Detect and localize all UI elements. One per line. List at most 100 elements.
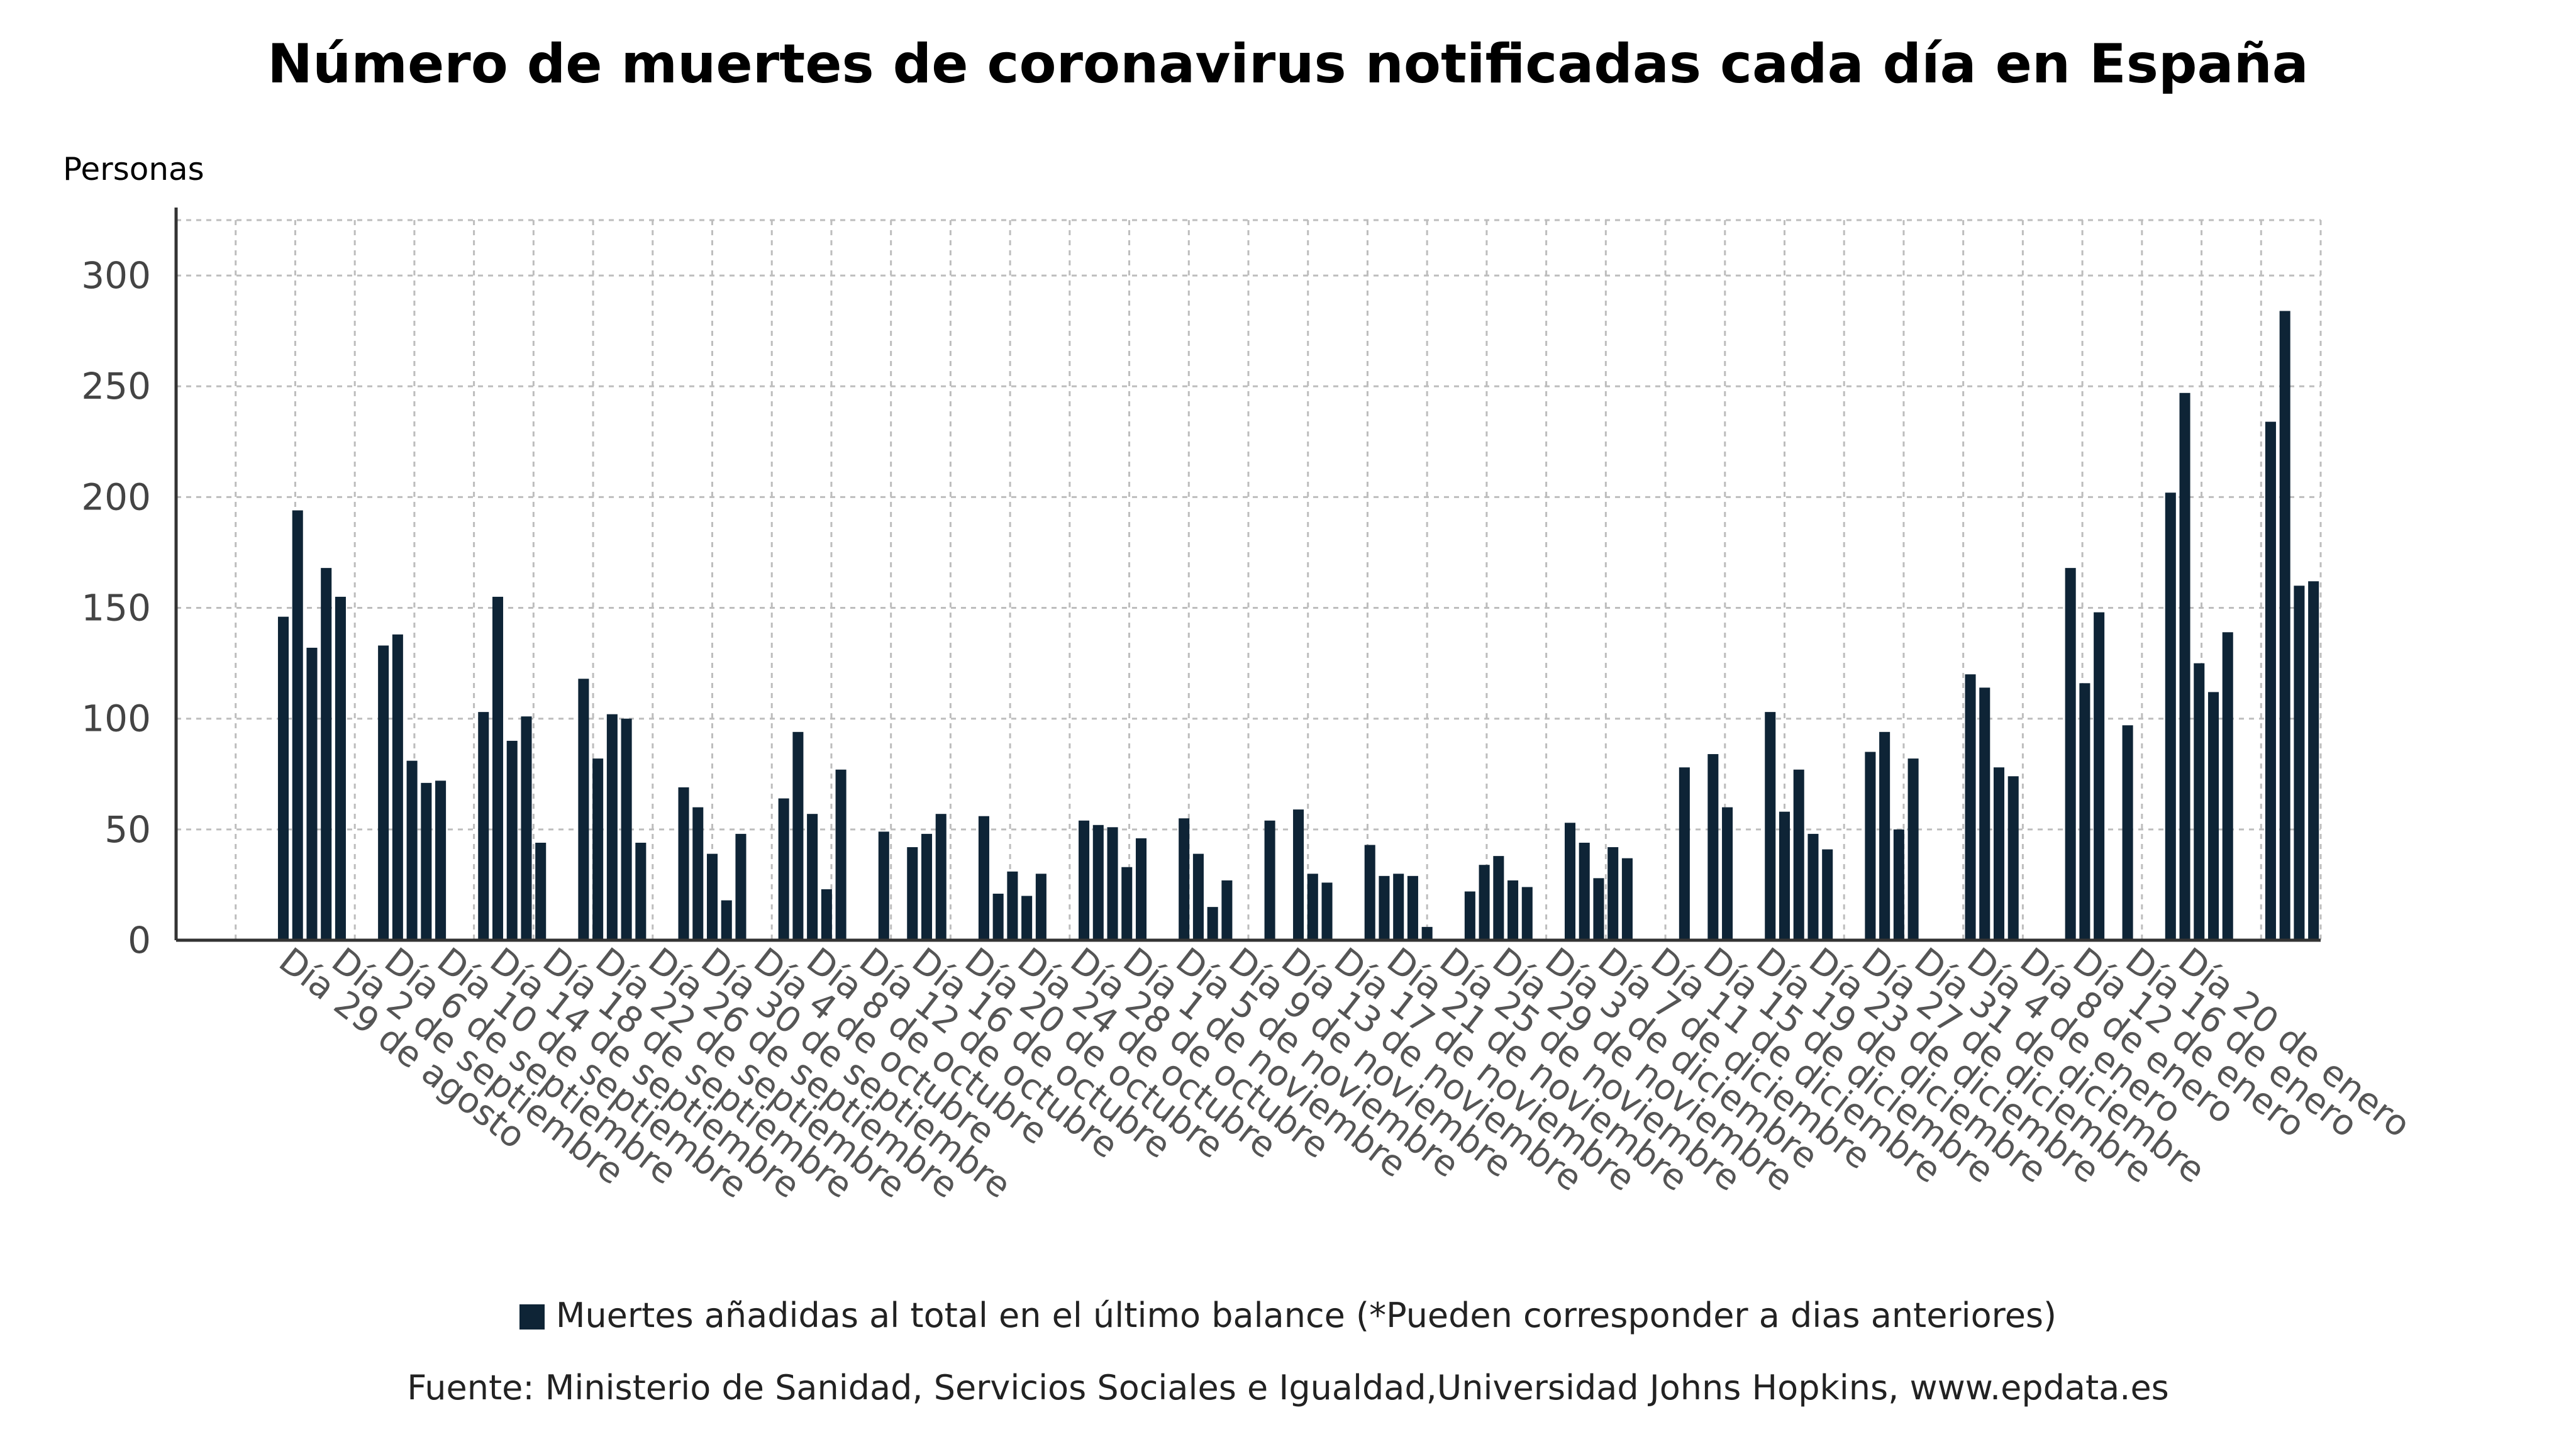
bar [1393, 874, 1404, 940]
bar [506, 740, 518, 940]
bar [692, 807, 704, 940]
bar [306, 647, 318, 940]
bar [978, 816, 989, 940]
bar [1621, 858, 1633, 940]
bar [1907, 758, 1919, 940]
bar [921, 833, 933, 940]
bar [378, 645, 389, 940]
bar [1321, 882, 1333, 940]
bar [1179, 818, 1190, 940]
bar [292, 510, 303, 940]
bar [2094, 612, 2105, 940]
bar [992, 894, 1004, 940]
bar [678, 787, 689, 940]
bar [907, 847, 918, 940]
bar [492, 596, 504, 940]
bar [606, 714, 618, 940]
bar [1593, 878, 1604, 940]
bar [2165, 492, 2176, 940]
bar [421, 782, 432, 940]
bar [1979, 687, 1990, 940]
y-tick-label: 200 [81, 475, 151, 518]
bar [1893, 829, 1904, 940]
bar [2222, 632, 2233, 940]
bar [807, 814, 818, 940]
legend: Muertes añadidas al total en el último b… [0, 1296, 2576, 1335]
bar [521, 716, 532, 940]
bar [1021, 896, 1033, 940]
y-tick-label: 150 [81, 587, 151, 630]
bar [392, 634, 403, 940]
bar [1807, 833, 1819, 940]
bar [935, 814, 947, 940]
bar [2207, 692, 2219, 940]
bar [1264, 820, 1275, 940]
bar [1479, 865, 1490, 940]
y-tick-label: 100 [81, 697, 151, 740]
bar [578, 679, 589, 940]
bar [535, 842, 547, 940]
bar [1507, 880, 1519, 940]
bar [2265, 421, 2276, 940]
bar [1779, 811, 1790, 940]
y-tick-label: 0 [128, 919, 151, 962]
bar [335, 596, 346, 940]
bar [1865, 752, 1876, 940]
y-tick-label: 250 [81, 365, 151, 408]
bar [1121, 867, 1133, 940]
bar [1407, 875, 1418, 940]
bar [2279, 311, 2290, 940]
bar [1207, 907, 1218, 940]
bar [2122, 725, 2133, 940]
bar [1135, 838, 1147, 940]
bar [735, 833, 747, 940]
chart-title: Número de muertes de coronavirus notific… [267, 33, 2309, 96]
bar [1293, 809, 1304, 940]
bar [1192, 853, 1204, 940]
bar [706, 853, 718, 940]
legend-label: Muertes añadidas al total en el último b… [555, 1296, 2057, 1335]
bar [1707, 754, 1719, 940]
bar [478, 712, 489, 940]
bar [1993, 767, 2005, 940]
bar [778, 798, 789, 940]
bar [1579, 842, 1590, 940]
bar [1464, 891, 1475, 940]
bar [721, 900, 732, 940]
bar [1364, 845, 1375, 940]
bar [435, 780, 447, 940]
bar [1879, 731, 1890, 940]
y-axis-label: Personas [63, 151, 204, 187]
bar [2179, 392, 2190, 940]
bar [1679, 767, 1690, 940]
bar [2007, 776, 2019, 940]
bar [821, 889, 832, 940]
bar [1107, 827, 1118, 940]
y-tick-label: 50 [104, 808, 151, 851]
bar [406, 760, 418, 940]
source-note: Fuente: Ministerio de Sanidad, Servicios… [407, 1368, 2169, 1407]
bar [1822, 849, 1833, 940]
bar [1765, 712, 1776, 940]
bar [792, 731, 804, 940]
bar [1007, 871, 1018, 940]
bar [1307, 874, 1318, 940]
bar [1379, 875, 1390, 940]
bar [1079, 820, 1090, 940]
bar [1421, 926, 1433, 940]
bar [1092, 824, 1104, 940]
bar [635, 842, 647, 940]
bar [2065, 568, 2076, 940]
bar [2079, 683, 2090, 940]
bar [835, 769, 847, 940]
bar [321, 568, 332, 940]
bar [878, 831, 889, 940]
bar [592, 758, 604, 940]
bar [277, 616, 289, 940]
y-tick-label: 300 [81, 254, 151, 297]
bar [2308, 581, 2319, 940]
bar [1607, 847, 1619, 940]
bar [1965, 674, 1976, 940]
bar [1521, 887, 1533, 940]
